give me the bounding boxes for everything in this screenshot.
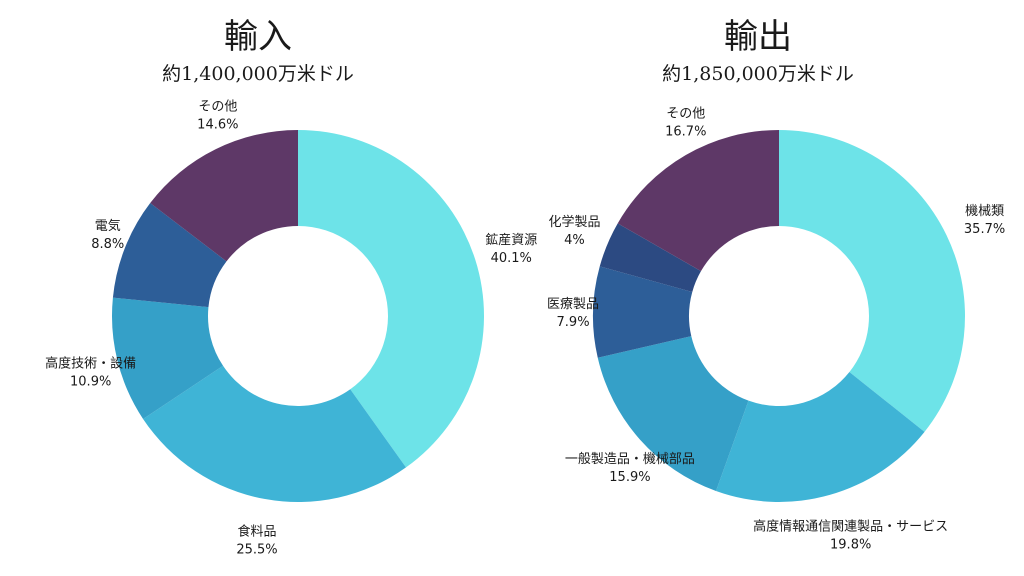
- import-slice-2-category-label: 高度技術・設備: [45, 356, 136, 372]
- import-slices: [111, 130, 485, 502]
- export-slice-0: [779, 130, 966, 432]
- import-slice-0-category-label: 鉱産資源: [485, 232, 537, 248]
- import-slice-1-value-label: 25.5%: [236, 542, 277, 557]
- import-slice-labels: 鉱産資源 40.1% 食料品 25.5% 高度技術・設備 10.9% 電気 8.8% その他 14…: [45, 99, 537, 557]
- import-slice-4-value-label: 14.6%: [197, 117, 238, 132]
- import-slice-3-category-label: 電気: [95, 218, 121, 234]
- export-slice-2-value-label: 15.9%: [609, 470, 650, 485]
- import-slice-0-value-label: 40.1%: [491, 251, 532, 266]
- export-chart-title: 輸出: [724, 17, 792, 57]
- export-slice-5-category-label: その他: [666, 106, 705, 121]
- import-slice-2: [111, 297, 224, 419]
- export-slice-2: [597, 336, 749, 492]
- export-slice-0-category-label: 機械類: [965, 204, 1004, 219]
- export-chart-subtitle: 約1,850,000万米ドル: [662, 63, 854, 85]
- export-slice-3-value-label: 7.9%: [557, 315, 590, 330]
- export-slice-1-value-label: 19.8%: [830, 537, 871, 552]
- import-slice-3-value-label: 8.8%: [91, 237, 124, 252]
- import-slice-1: [143, 365, 406, 502]
- export-donut-chart: 輸出 約1,850,000万米ドル 機械類 35.7% 高度情報通信関連製品・サービ…: [547, 17, 1005, 552]
- import-chart-subtitle: 約1,400,000万米ドル: [162, 63, 354, 85]
- export-slice-2-category-label: 一般製造品・機械部品: [565, 451, 695, 467]
- import-donut-chart: 輸入 約1,400,000万米ドル 鉱産資源 40.1% 食料品 25.5% 高度技術・…: [45, 17, 537, 557]
- export-slice-5: [617, 130, 779, 272]
- export-slice-4: [599, 223, 701, 292]
- export-slice-3-category-label: 医療製品: [547, 297, 599, 312]
- export-slice-3: [592, 266, 693, 358]
- export-slices: [592, 130, 966, 502]
- export-slice-labels: 機械類 35.7% 高度情報通信関連製品・サービス 19.8% 一般製造品・機械部品 15…: [547, 106, 1005, 552]
- import-slice-4-category-label: その他: [198, 99, 237, 114]
- import-slice-2-value-label: 10.9%: [70, 375, 111, 390]
- export-slice-5-value-label: 16.7%: [665, 124, 706, 139]
- import-slice-1-category-label: 食料品: [237, 523, 276, 539]
- export-slice-0-value-label: 35.7%: [964, 222, 1005, 237]
- export-slice-4-category-label: 化学製品: [548, 214, 600, 230]
- export-slice-4-value-label: 4%: [564, 233, 585, 248]
- export-slice-1: [715, 372, 925, 502]
- export-slice-1-category-label: 高度情報通信関連製品・サービス: [753, 518, 948, 534]
- import-slice-0: [298, 130, 485, 468]
- import-slice-4: [150, 130, 298, 262]
- import-chart-title: 輸入: [224, 17, 292, 57]
- import-slice-3: [112, 203, 227, 308]
